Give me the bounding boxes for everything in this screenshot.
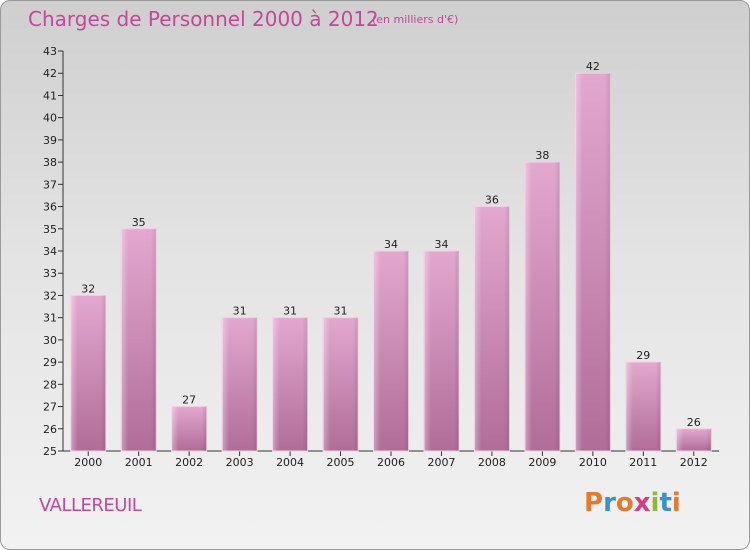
proxiti-logo: Proxiti <box>584 488 681 518</box>
chart-axes: 25 26 27 28 29 30 31 32 33 34 35 36 37 38 39 40 41 42 43 20… <box>43 45 719 469</box>
bar-value-label: 34 <box>384 238 398 251</box>
y-tick-label: 31 <box>43 312 57 325</box>
logo-letter: o <box>615 488 634 518</box>
bar-shading <box>524 162 560 451</box>
bar-shading <box>323 317 359 451</box>
bar-shading <box>70 295 106 451</box>
y-tick-label: 25 <box>43 445 57 458</box>
bar-value-label: 32 <box>81 282 95 295</box>
x-tick-label: 2010 <box>579 456 607 469</box>
bar-shading <box>676 428 712 451</box>
bar-value-label: 38 <box>535 149 549 162</box>
x-tick-label: 2006 <box>377 456 405 469</box>
y-tick-label: 40 <box>43 112 57 125</box>
y-tick-label: 28 <box>43 378 57 391</box>
bar-value-label: 42 <box>586 60 600 73</box>
x-tick-label: 2011 <box>629 456 657 469</box>
bar-value-label: 27 <box>182 394 196 407</box>
bar-value-label: 34 <box>434 238 448 251</box>
y-tick-label: 26 <box>43 423 57 436</box>
y-tick-label: 42 <box>43 67 57 80</box>
y-tick-label: 36 <box>43 201 57 214</box>
bar-shading <box>121 228 157 451</box>
y-tick-label: 30 <box>43 334 57 347</box>
y-tick-label: 27 <box>43 401 57 414</box>
logo-letter: r <box>603 488 616 518</box>
bar-value-label: 26 <box>687 416 701 429</box>
chart-subtitle: (en milliers d'€) <box>372 13 459 26</box>
x-tick-label: 2002 <box>175 456 203 469</box>
bar-shading <box>373 251 409 451</box>
bar-value-label: 31 <box>334 305 348 318</box>
commune-name: VALLEREUIL <box>39 495 142 516</box>
logo-letter: i <box>650 488 660 518</box>
y-tick-label: 32 <box>43 289 57 302</box>
y-tick-label: 34 <box>43 245 57 258</box>
y-tick-label: 37 <box>43 178 57 191</box>
bar-value-label: 35 <box>132 216 146 229</box>
x-tick-label: 2007 <box>427 456 455 469</box>
bar-shading <box>575 73 611 451</box>
x-tick-label: 2009 <box>528 456 556 469</box>
bar-value-label: 31 <box>233 305 247 318</box>
logo-letter: t <box>659 488 672 518</box>
bar-shading <box>171 406 207 451</box>
x-tick-label: 2000 <box>74 456 102 469</box>
bar-shading <box>222 317 258 451</box>
logo-letter: i <box>671 488 681 518</box>
bar-value-label: 36 <box>485 194 499 207</box>
x-tick-label: 2008 <box>478 456 506 469</box>
bar-shading <box>423 251 459 451</box>
y-tick-label: 29 <box>43 356 57 369</box>
x-tick-label: 2012 <box>680 456 708 469</box>
x-tick-label: 2001 <box>125 456 153 469</box>
logo-letter: P <box>584 488 604 518</box>
x-tick-label: 2004 <box>276 456 304 469</box>
y-tick-label: 39 <box>43 134 57 147</box>
logo-letter: x <box>633 488 651 518</box>
y-tick-label: 33 <box>43 267 57 280</box>
x-tick-label: 2005 <box>327 456 355 469</box>
chart-title: Charges de Personnel 2000 à 2012 <box>28 7 379 31</box>
bar-shading <box>272 317 308 451</box>
x-tick-label: 2003 <box>226 456 254 469</box>
y-tick-label: 35 <box>43 223 57 236</box>
bar-value-label: 31 <box>283 305 297 318</box>
bar-shading <box>625 362 661 451</box>
chart-bars: 32 35 27 31 31 31 34 34 36 38 42 29 26 <box>70 60 712 452</box>
bar-value-label: 29 <box>636 349 650 362</box>
y-tick-label: 41 <box>43 89 57 102</box>
y-tick-label: 43 <box>43 45 57 58</box>
y-tick-label: 38 <box>43 156 57 169</box>
bar-shading <box>474 206 510 451</box>
